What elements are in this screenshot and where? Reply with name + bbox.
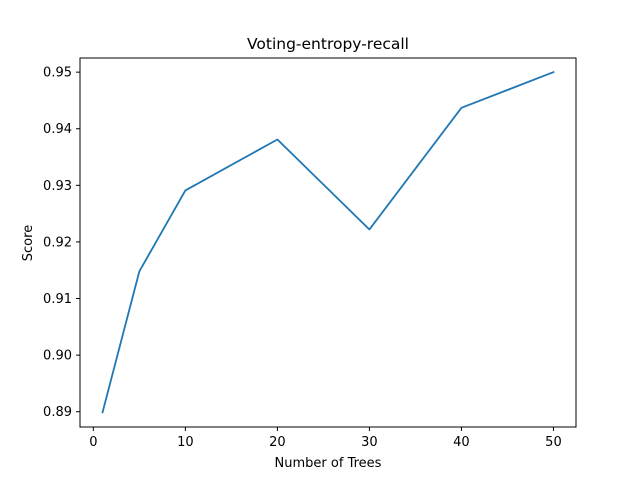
x-tick-label: 10	[177, 435, 194, 450]
plot-area	[80, 58, 576, 427]
y-axis-ticks: 0.89 0.90 0.91 0.92 0.93 0.94 0.95	[43, 66, 80, 420]
x-tick-label: 40	[453, 435, 470, 450]
x-tick-label: 50	[545, 435, 562, 450]
plot-frame	[79, 57, 577, 428]
series-layer	[101, 70, 555, 414]
x-axis-label: Number of Trees	[275, 456, 382, 471]
series-line	[101, 70, 555, 414]
chart-title: Voting-entropy-recall	[247, 35, 409, 53]
y-tick-label: 0.89	[43, 405, 72, 420]
y-axis-label: Score	[21, 225, 36, 261]
y-tick-label: 0.92	[43, 235, 72, 250]
x-tick-label: 30	[361, 435, 378, 450]
y-tick-label: 0.93	[43, 179, 72, 194]
y-tick-label: 0.95	[43, 66, 72, 81]
y-tick-label: 0.94	[43, 122, 72, 137]
x-axis-ticks: 0 10 20 30 40 50	[89, 427, 562, 450]
y-tick-label: 0.90	[43, 349, 72, 364]
x-tick-label: 20	[269, 435, 286, 450]
y-tick-label: 0.91	[43, 292, 72, 307]
x-tick-label: 0	[89, 435, 97, 450]
